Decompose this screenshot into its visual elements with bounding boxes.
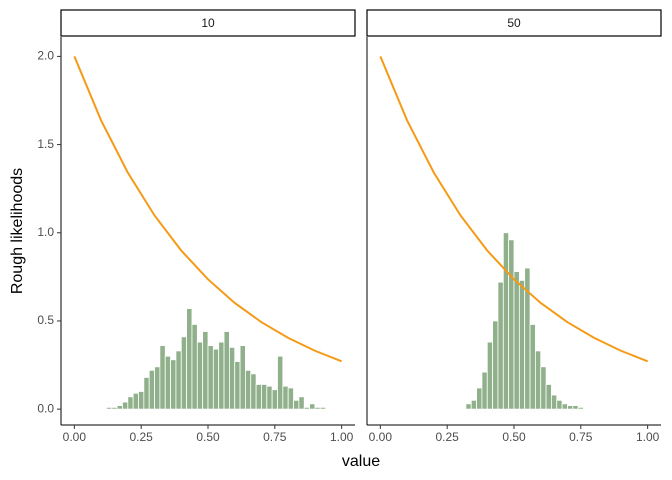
bar [111, 406, 118, 410]
bar [572, 405, 579, 410]
bar [518, 279, 526, 410]
x-tick-label: 0.75 [263, 430, 287, 444]
bar [481, 371, 488, 410]
y-axis-title: Rough likelihoods [9, 168, 26, 294]
bar [314, 406, 321, 410]
bar [186, 308, 193, 410]
x-tick-label: 0.00 [369, 430, 393, 444]
bar [154, 366, 161, 410]
strip-label: 10 [201, 16, 215, 30]
bar [309, 403, 316, 410]
strip [366, 9, 662, 37]
bar [465, 403, 472, 410]
bar [567, 405, 574, 410]
bar [218, 341, 225, 410]
y-tick-label: 1.0 [37, 225, 54, 239]
bar [551, 394, 558, 410]
bar [470, 399, 477, 410]
strip-label: 50 [507, 16, 521, 30]
curve [379, 56, 649, 363]
bar [556, 399, 563, 410]
bar [170, 359, 177, 410]
bar [486, 341, 494, 410]
x-tick-label: 1.00 [636, 430, 660, 444]
bar [255, 384, 262, 410]
bar [497, 281, 504, 410]
bar [476, 387, 483, 410]
bar [148, 369, 155, 410]
curve [73, 56, 343, 363]
bar [143, 376, 150, 410]
bar [122, 401, 129, 410]
bar [196, 341, 204, 410]
bar [159, 345, 166, 410]
bar [577, 406, 584, 410]
bar [212, 348, 220, 410]
bar [207, 345, 214, 410]
x-tick-label: 0.75 [569, 430, 593, 444]
bar [138, 391, 145, 410]
bar [127, 396, 134, 410]
bar [202, 331, 209, 410]
y-tick-label: 0.5 [37, 313, 54, 327]
bar [303, 406, 310, 410]
bar [529, 324, 536, 410]
x-tick-label: 0.25 [130, 430, 154, 444]
bar [540, 366, 547, 410]
y-tick-label: 0.0 [37, 401, 54, 415]
x-tick-label: 0.50 [502, 430, 526, 444]
bar [250, 373, 257, 410]
bar [234, 361, 241, 410]
bar [223, 331, 230, 410]
bar [175, 350, 182, 410]
x-tick-label: 0.25 [436, 430, 460, 444]
bar [277, 355, 284, 410]
bar [561, 403, 568, 410]
bar [287, 387, 294, 410]
y-tick-label: 1.5 [37, 137, 54, 151]
bar [298, 396, 305, 410]
bar [293, 399, 300, 410]
bar [106, 406, 113, 410]
bar [228, 346, 236, 410]
y-tick-label: 2.0 [37, 49, 54, 63]
bar [116, 405, 123, 410]
bar [180, 336, 188, 410]
bar [282, 385, 289, 410]
bar [164, 355, 171, 410]
x-tick-label: 1.00 [330, 430, 354, 444]
bar [191, 324, 198, 410]
bar [534, 350, 542, 410]
bar [502, 232, 510, 410]
bar [508, 239, 515, 410]
bar [245, 369, 252, 410]
bar [319, 406, 327, 410]
bar [132, 392, 139, 410]
x-tick-label: 0.50 [196, 430, 220, 444]
bar [239, 345, 246, 410]
bar [492, 320, 499, 410]
x-axis-title: value [342, 453, 380, 470]
x-tick-label: 0.00 [63, 430, 87, 444]
bar [266, 385, 273, 410]
bar [545, 384, 552, 410]
bar [261, 384, 268, 410]
strip [60, 9, 356, 37]
bar [271, 389, 278, 410]
bar [513, 271, 520, 410]
